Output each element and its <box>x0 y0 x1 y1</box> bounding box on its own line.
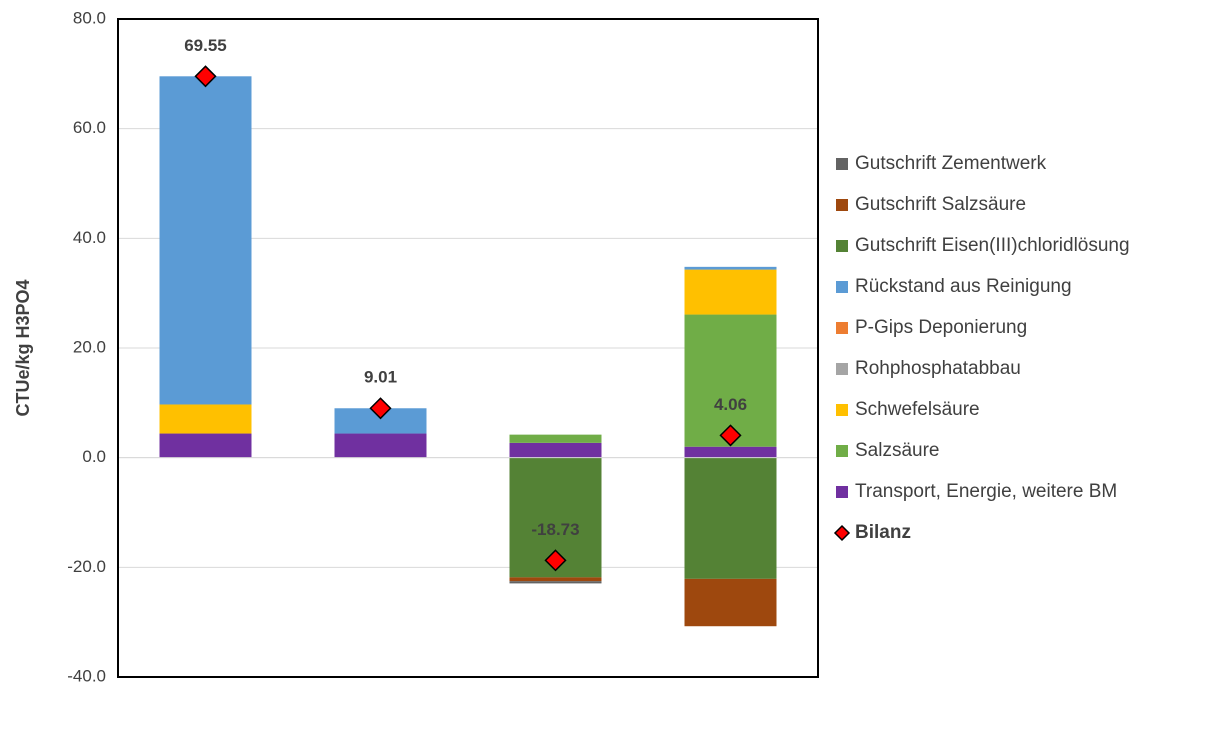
plot-frame <box>117 18 819 678</box>
legend-swatch <box>836 158 848 170</box>
bar-segment <box>509 434 602 443</box>
legend-swatch <box>836 199 848 211</box>
bar-segment <box>684 446 777 458</box>
bar-segment <box>684 269 777 315</box>
legend-swatch <box>836 281 848 293</box>
bar-segment <box>159 76 252 405</box>
legend-label: Bilanz <box>855 522 911 543</box>
data-label: 9.01 <box>364 368 397 387</box>
y-tick-label: 40.0 <box>73 228 106 247</box>
y-tick-label: -20.0 <box>67 557 106 576</box>
bar-segment <box>159 404 252 434</box>
y-tick-label: 80.0 <box>73 8 106 27</box>
legend-swatch <box>836 404 848 416</box>
marker <box>544 549 567 572</box>
legend-swatch <box>836 322 848 334</box>
bar-segment <box>684 457 777 579</box>
legend-swatch <box>836 363 848 375</box>
data-label: 4.06 <box>714 395 747 414</box>
legend-label: Schwefelsäure <box>855 399 980 420</box>
legend-label: Salzsäure <box>855 440 940 461</box>
marker <box>369 397 392 420</box>
legend-label: Rohphosphatabbau <box>855 358 1021 379</box>
bar-segment <box>509 442 602 458</box>
legend-label: Gutschrift Salzsäure <box>855 194 1026 215</box>
legend-label: Rückstand aus Reinigung <box>855 276 1072 297</box>
legend-marker <box>833 524 851 542</box>
bar-segment <box>334 433 427 458</box>
legend-label: P-Gips Deponierung <box>855 317 1027 338</box>
y-tick-label: 60.0 <box>73 118 106 137</box>
y-axis-title: CTUe/kg H3PO4 <box>13 279 33 416</box>
bar-segment <box>684 266 777 270</box>
legend-swatch <box>836 445 848 457</box>
y-tick-label: 0.0 <box>82 447 106 466</box>
bar-segment <box>509 577 602 582</box>
data-label: 69.55 <box>184 36 227 55</box>
legend-swatch <box>836 240 848 252</box>
legend-swatch <box>836 486 848 498</box>
data-label: -18.73 <box>531 520 579 539</box>
legend-label: Gutschrift Eisen(III)chloridlösung <box>855 235 1130 256</box>
legend-label: Gutschrift Zementwerk <box>855 153 1047 174</box>
bar-segment <box>159 433 252 458</box>
legend-label: Transport, Energie, weitere BM <box>855 481 1117 502</box>
marker <box>194 65 217 88</box>
bar-segment <box>684 578 777 627</box>
y-tick-label: -40.0 <box>67 666 106 685</box>
y-tick-label: 20.0 <box>73 337 106 356</box>
marker <box>719 424 742 447</box>
bar-segment <box>509 581 602 584</box>
